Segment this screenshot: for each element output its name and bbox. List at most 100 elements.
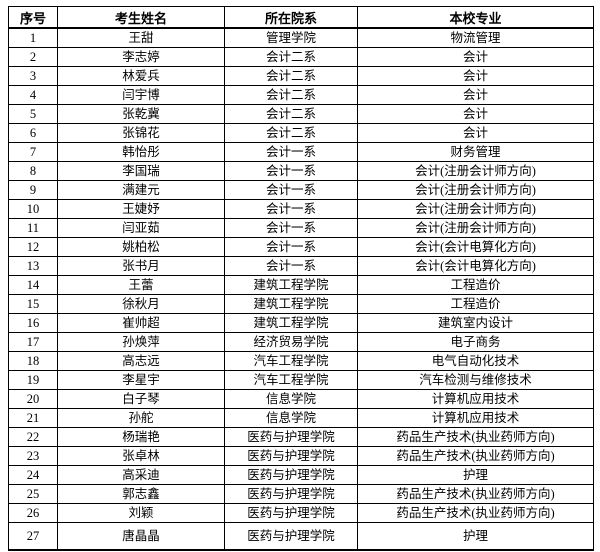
table-row: 24 高采迪 医药与护理学院 护理 — [8, 465, 594, 485]
table-row: 4 闫宇博 会计二系 会计 — [8, 85, 594, 105]
table-cell: 护理 — [357, 465, 594, 485]
table-cell: 15 — [8, 294, 58, 314]
table-cell: 23 — [8, 446, 58, 466]
table-row: 3 林爱兵 会计二系 会计 — [8, 66, 594, 86]
table-cell: 建筑工程学院 — [224, 275, 358, 295]
table-cell: 13 — [8, 256, 58, 276]
table-cell: 高志远 — [57, 351, 225, 371]
table-cell: 会计一系 — [224, 161, 358, 181]
table-row: 5 张乾冀 会计二系 会计 — [8, 104, 594, 124]
table-row: 16 崔帅超 建筑工程学院 建筑室内设计 — [8, 313, 594, 333]
table-cell: 计算机应用技术 — [357, 389, 594, 409]
table-cell: 满建元 — [57, 180, 225, 200]
table-cell: 会计一系 — [224, 256, 358, 276]
table-row: 26 刘颖 医药与护理学院 药品生产技术(执业药师方向) — [8, 503, 594, 523]
table-cell: 2 — [8, 47, 58, 67]
table-cell: 物流管理 — [357, 27, 594, 48]
table-cell: 医药与护理学院 — [224, 503, 358, 523]
table-row: 23 张卓林 医药与护理学院 药品生产技术(执业药师方向) — [8, 446, 594, 466]
table-cell: 9 — [8, 180, 58, 200]
table-cell: 信息学院 — [224, 389, 358, 409]
table-cell: 王甜 — [57, 27, 225, 48]
table-cell: 会计二系 — [224, 47, 358, 67]
table-row: 12 姚柏松 会计一系 会计(会计电算化方向) — [8, 237, 594, 257]
table-cell: 24 — [8, 465, 58, 485]
table-cell: 会计 — [357, 123, 594, 143]
table-row: 21 孙舵 信息学院 计算机应用技术 — [8, 408, 594, 428]
table-cell: 16 — [8, 313, 58, 333]
header-candidate-name: 考生姓名 — [57, 6, 225, 29]
table-cell: 电子商务 — [357, 332, 594, 352]
table-row: 9 满建元 会计一系 会计(注册会计师方向) — [8, 180, 594, 200]
table-cell: 信息学院 — [224, 408, 358, 428]
table-cell: 会计一系 — [224, 237, 358, 257]
table-cell: 会计 — [357, 104, 594, 124]
table-cell: 医药与护理学院 — [224, 427, 358, 447]
candidates-table: 序号 考生姓名 所在院系 本校专业 1 王甜 管理学院 物流管理 2 李志婷 会计二系 会计 3… — [8, 6, 594, 551]
table-body: 1 王甜 管理学院 物流管理 2 李志婷 会计二系 会计 3 林爱兵 会计二系 会计 4 闫宇博 会计二系会… — [8, 27, 594, 551]
table-cell: 建筑室内设计 — [357, 313, 594, 333]
table-row: 25 郭志鑫 医药与护理学院 药品生产技术(执业药师方向) — [8, 484, 594, 504]
table-cell: 张书月 — [57, 256, 225, 276]
table-cell: 14 — [8, 275, 58, 295]
table-cell: 8 — [8, 161, 58, 181]
table-cell: 26 — [8, 503, 58, 523]
table-cell: 工程造价 — [357, 275, 594, 295]
table-cell: 张乾冀 — [57, 104, 225, 124]
table-cell: 张锦花 — [57, 123, 225, 143]
table-cell: 李志婷 — [57, 47, 225, 67]
table-row: 11 闫亚茹 会计一系 会计(注册会计师方向) — [8, 218, 594, 238]
header-row: 序号 考生姓名 所在院系 本校专业 — [8, 6, 594, 29]
table-cell: 会计(注册会计师方向) — [357, 218, 594, 238]
table-cell: 会计(注册会计师方向) — [357, 161, 594, 181]
table-cell: 医药与护理学院 — [224, 465, 358, 485]
table-cell: 财务管理 — [357, 142, 594, 162]
table-cell: 10 — [8, 199, 58, 219]
table-cell: 郭志鑫 — [57, 484, 225, 504]
table-cell: 李国瑞 — [57, 161, 225, 181]
table-cell: 会计一系 — [224, 218, 358, 238]
table-cell: 计算机应用技术 — [357, 408, 594, 428]
header-department: 所在院系 — [224, 6, 358, 29]
table-cell: 会计一系 — [224, 142, 358, 162]
table-row: 10 王婕妤 会计一系 会计(注册会计师方向) — [8, 199, 594, 219]
table-cell: 白子琴 — [57, 389, 225, 409]
table-row: 1 王甜 管理学院 物流管理 — [8, 27, 594, 48]
table-cell: 闫亚茹 — [57, 218, 225, 238]
table-cell: 林爱兵 — [57, 66, 225, 86]
table-row: 7 韩怡彤 会计一系 财务管理 — [8, 142, 594, 162]
table-row: 2 李志婷 会计二系 会计 — [8, 47, 594, 67]
table-row: 22 杨瑞艳 医药与护理学院 药品生产技术(执业药师方向) — [8, 427, 594, 447]
table-cell: 18 — [8, 351, 58, 371]
table-cell: 崔帅超 — [57, 313, 225, 333]
table-cell: 李星宇 — [57, 370, 225, 390]
table-cell: 王蕾 — [57, 275, 225, 295]
table-row: 17 孙焕萍 经济贸易学院 电子商务 — [8, 332, 594, 352]
table-cell: 闫宇博 — [57, 85, 225, 105]
table-cell: 张卓林 — [57, 446, 225, 466]
table-row: 13 张书月 会计一系 会计(会计电算化方向) — [8, 256, 594, 276]
table-cell: 经济贸易学院 — [224, 332, 358, 352]
table-cell: 7 — [8, 142, 58, 162]
table-cell: 电气自动化技术 — [357, 351, 594, 371]
table-cell: 25 — [8, 484, 58, 504]
table-cell: 会计二系 — [224, 66, 358, 86]
table-cell: 建筑工程学院 — [224, 294, 358, 314]
table-cell: 21 — [8, 408, 58, 428]
table-cell: 医药与护理学院 — [224, 446, 358, 466]
table-cell: 会计一系 — [224, 180, 358, 200]
table-row: 27 唐晶晶 医药与护理学院 护理 — [8, 522, 594, 551]
table-row: 18 高志远 汽车工程学院 电气自动化技术 — [8, 351, 594, 371]
table-cell: 会计二系 — [224, 85, 358, 105]
table-cell: 22 — [8, 427, 58, 447]
table-cell: 会计一系 — [224, 199, 358, 219]
table-cell: 会计 — [357, 85, 594, 105]
table-cell: 唐晶晶 — [57, 522, 225, 551]
table-cell: 11 — [8, 218, 58, 238]
table-cell: 孙焕萍 — [57, 332, 225, 352]
table-cell: 孙舵 — [57, 408, 225, 428]
table-cell: 管理学院 — [224, 27, 358, 48]
table-row: 6 张锦花 会计二系 会计 — [8, 123, 594, 143]
table-cell: 20 — [8, 389, 58, 409]
